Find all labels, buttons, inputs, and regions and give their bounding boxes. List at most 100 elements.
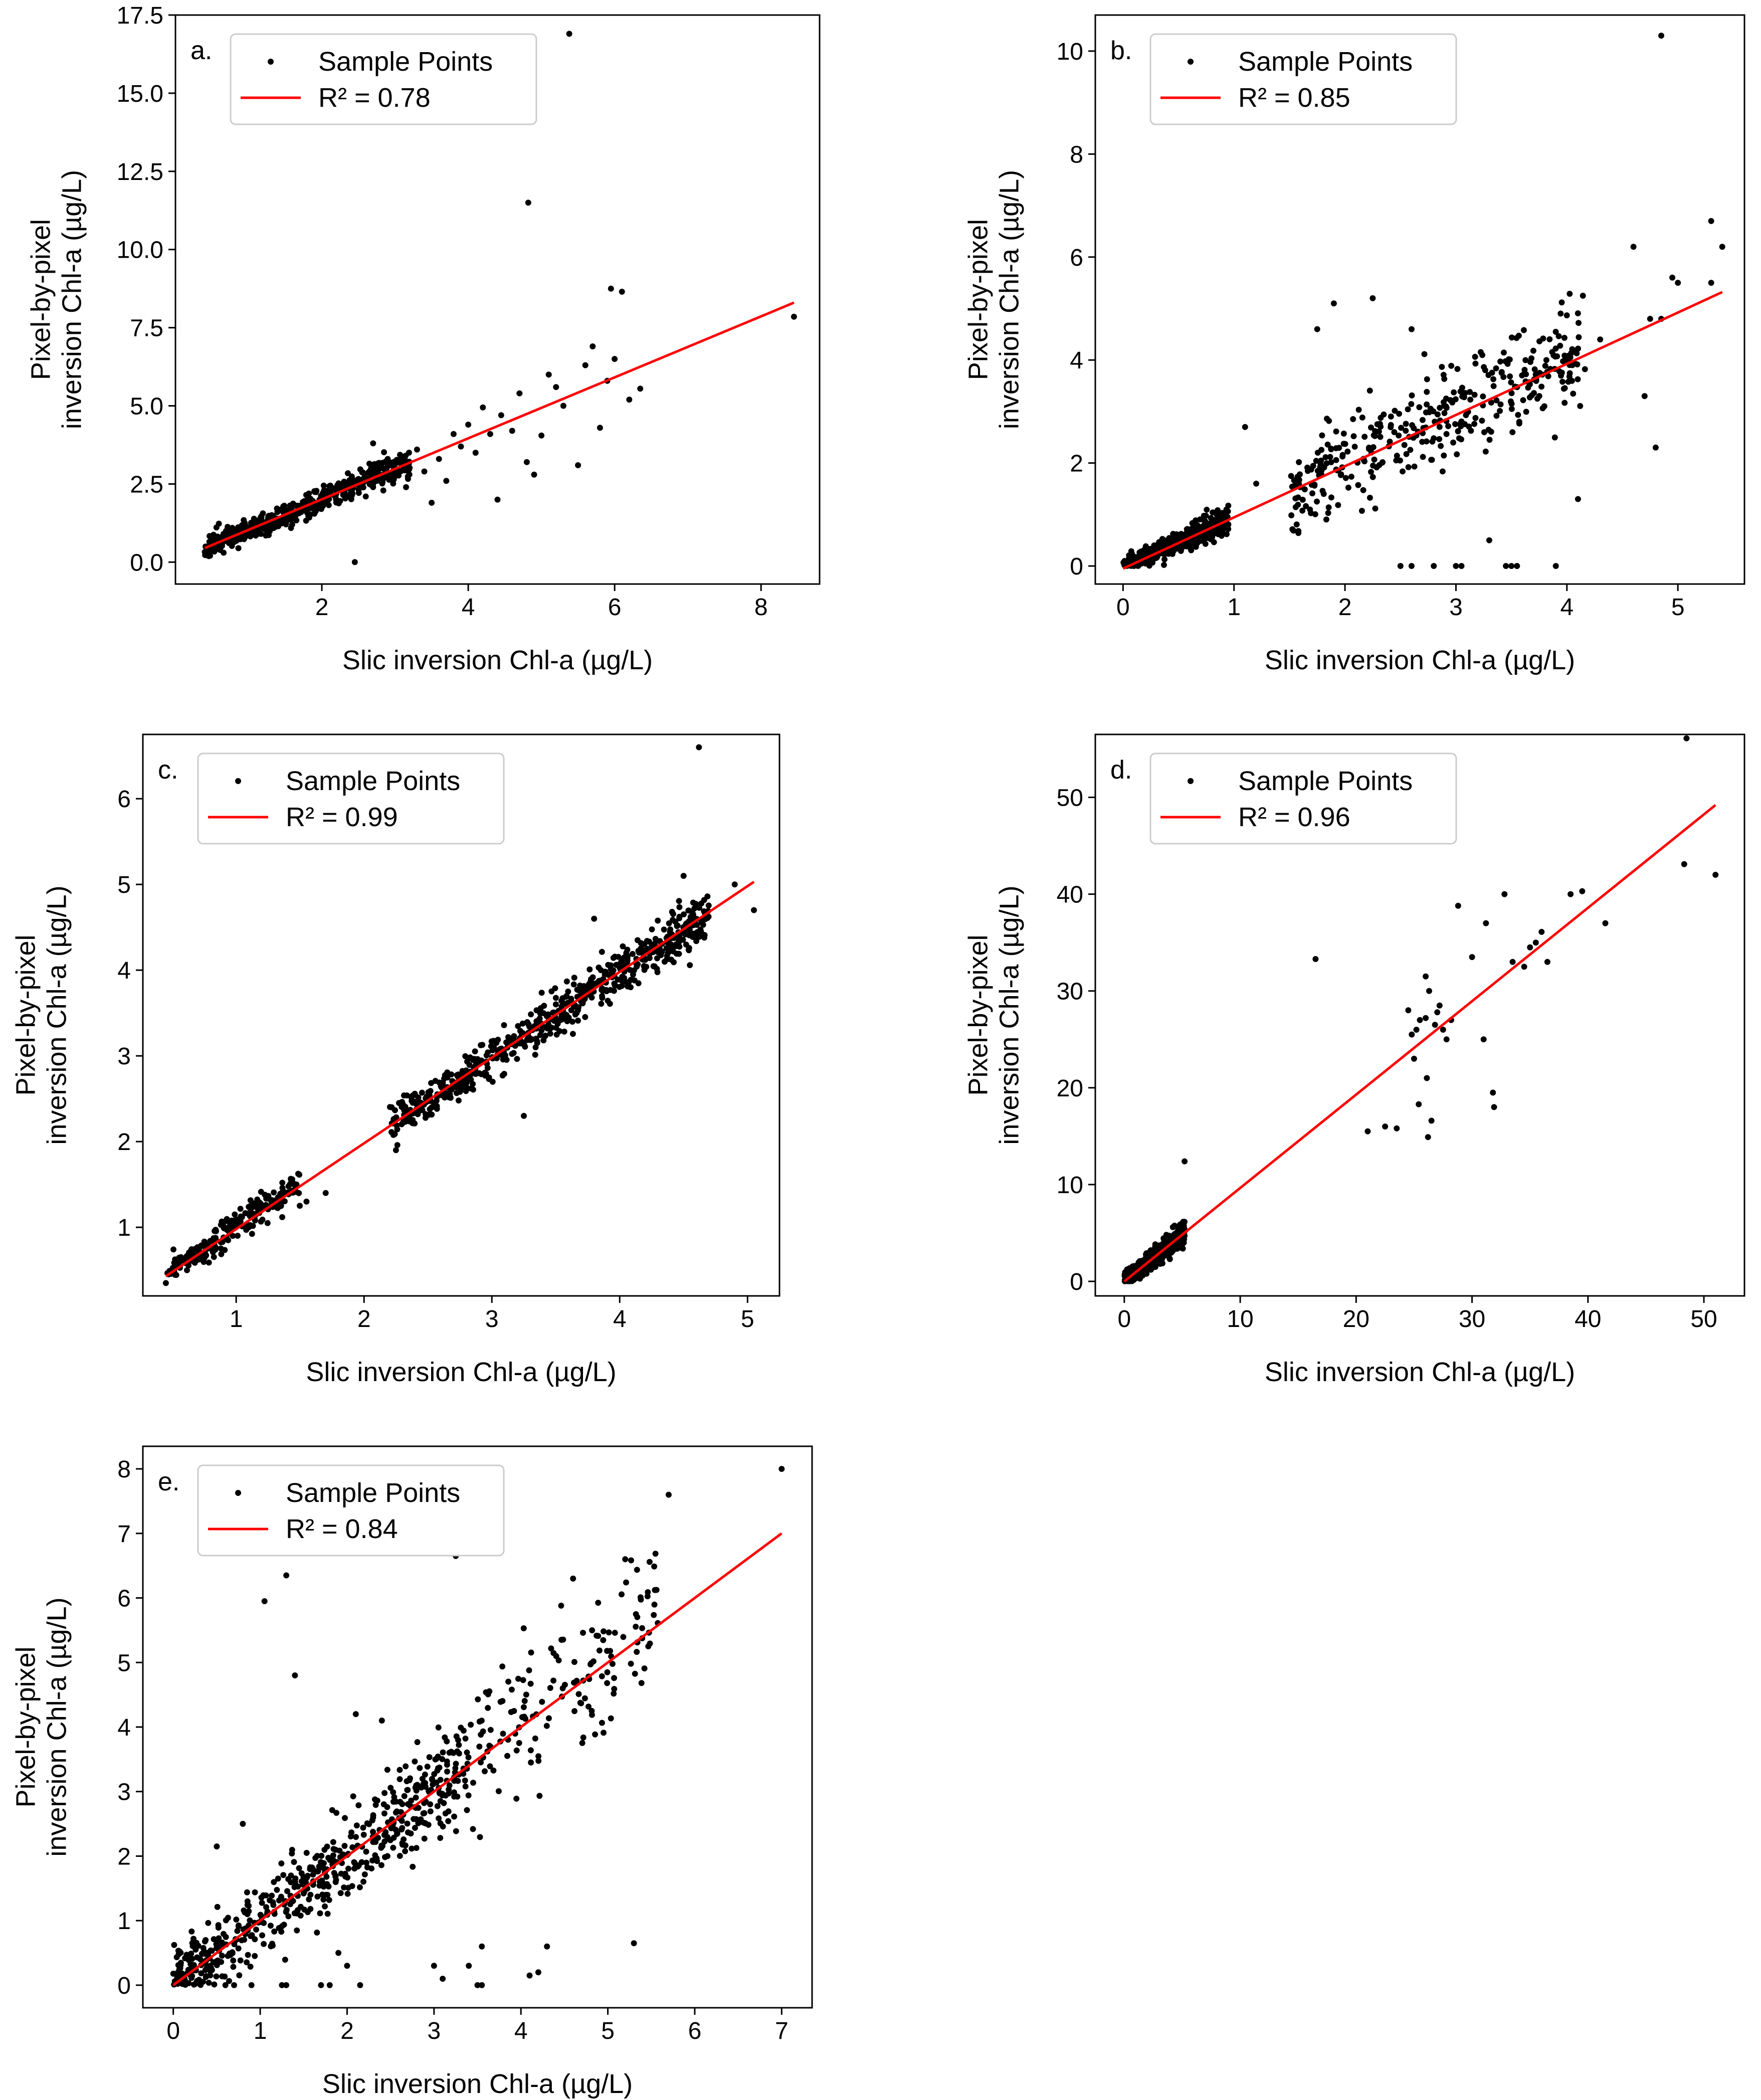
data-point xyxy=(1450,439,1456,446)
data-point xyxy=(348,1829,355,1836)
data-point xyxy=(515,1675,521,1682)
data-point xyxy=(422,1771,428,1778)
data-point xyxy=(225,1237,232,1243)
data-point xyxy=(498,412,504,419)
data-point xyxy=(611,988,617,994)
data-point xyxy=(323,500,330,506)
data-point xyxy=(563,978,570,985)
data-point xyxy=(429,1777,436,1783)
data-point xyxy=(1423,409,1429,416)
y-tick-label: 5 xyxy=(117,872,131,898)
data-point xyxy=(690,899,696,906)
data-point xyxy=(604,988,610,995)
data-point xyxy=(414,446,420,453)
data-point xyxy=(1348,473,1354,480)
data-point xyxy=(271,1928,278,1935)
data-point xyxy=(384,1767,390,1773)
data-point xyxy=(523,459,530,465)
data-point xyxy=(686,932,693,938)
data-point xyxy=(532,1052,538,1058)
data-point xyxy=(464,1749,470,1756)
data-point xyxy=(483,1070,489,1077)
data-point xyxy=(267,1923,274,1929)
data-point xyxy=(193,1979,200,1985)
data-point xyxy=(246,1902,252,1909)
data-point xyxy=(646,1559,653,1565)
data-point xyxy=(561,1028,567,1035)
data-point xyxy=(1558,299,1565,306)
data-point xyxy=(1164,537,1170,543)
data-point xyxy=(1532,371,1539,377)
data-point xyxy=(429,499,435,506)
data-point xyxy=(394,1142,401,1149)
data-point xyxy=(1526,394,1533,401)
data-point xyxy=(1480,1036,1487,1043)
data-point xyxy=(654,955,660,962)
data-point xyxy=(532,1735,538,1742)
data-point xyxy=(424,1093,430,1100)
data-point xyxy=(413,1787,420,1794)
legend-box xyxy=(1149,33,1457,125)
data-point xyxy=(417,1765,423,1771)
data-point xyxy=(1416,404,1423,411)
data-point xyxy=(1561,334,1568,341)
data-point xyxy=(1472,415,1479,421)
data-point xyxy=(1424,389,1430,395)
data-point xyxy=(527,1747,534,1754)
data-point xyxy=(1314,498,1320,505)
data-point xyxy=(279,1982,285,1988)
data-point xyxy=(1420,454,1426,460)
data-point xyxy=(1333,428,1339,435)
data-point xyxy=(674,923,680,929)
data-point xyxy=(599,1720,605,1726)
data-point xyxy=(1491,1104,1497,1110)
data-point xyxy=(1318,447,1325,453)
data-point xyxy=(1336,445,1342,451)
data-point xyxy=(464,1058,470,1065)
data-point xyxy=(526,1667,532,1673)
data-point xyxy=(283,1572,290,1579)
data-point xyxy=(188,1951,194,1957)
data-point xyxy=(622,1556,629,1563)
legend-box xyxy=(230,33,537,125)
data-point xyxy=(523,1691,529,1698)
data-point xyxy=(1544,959,1550,965)
data-point xyxy=(249,1231,255,1237)
fit-line xyxy=(204,301,795,549)
data-point xyxy=(319,1864,325,1870)
data-point xyxy=(250,1204,257,1210)
legend-fit-label: R² = 0.96 xyxy=(1238,802,1350,832)
y-axis-label-line-1: Pixel-by-pixel xyxy=(26,219,56,380)
data-point xyxy=(283,1906,290,1913)
data-point xyxy=(1508,406,1515,412)
y-tick-label: 0 xyxy=(117,1973,131,1999)
data-point xyxy=(1411,1055,1417,1062)
data-point xyxy=(1405,464,1412,470)
data-point xyxy=(1441,452,1447,459)
data-point xyxy=(1180,1222,1187,1229)
data-point xyxy=(1579,888,1586,894)
data-point xyxy=(326,1897,332,1903)
data-point xyxy=(356,1884,363,1890)
data-point xyxy=(665,1491,672,1498)
data-point xyxy=(1552,345,1559,352)
data-point xyxy=(274,1886,280,1893)
data-point xyxy=(399,1099,406,1105)
data-point xyxy=(538,1027,545,1034)
data-point xyxy=(638,945,644,951)
data-point xyxy=(292,1875,299,1882)
data-point xyxy=(1521,964,1527,970)
data-point xyxy=(431,1100,437,1106)
data-point xyxy=(413,1845,420,1851)
data-point xyxy=(539,1698,545,1705)
data-point xyxy=(289,1850,295,1857)
data-point xyxy=(569,1031,576,1037)
data-point xyxy=(527,1035,533,1042)
data-point xyxy=(318,1982,324,1988)
data-point xyxy=(312,1855,319,1861)
data-point xyxy=(335,500,342,506)
data-point xyxy=(394,1126,401,1132)
data-point xyxy=(1409,422,1415,429)
data-point xyxy=(1382,1123,1389,1130)
